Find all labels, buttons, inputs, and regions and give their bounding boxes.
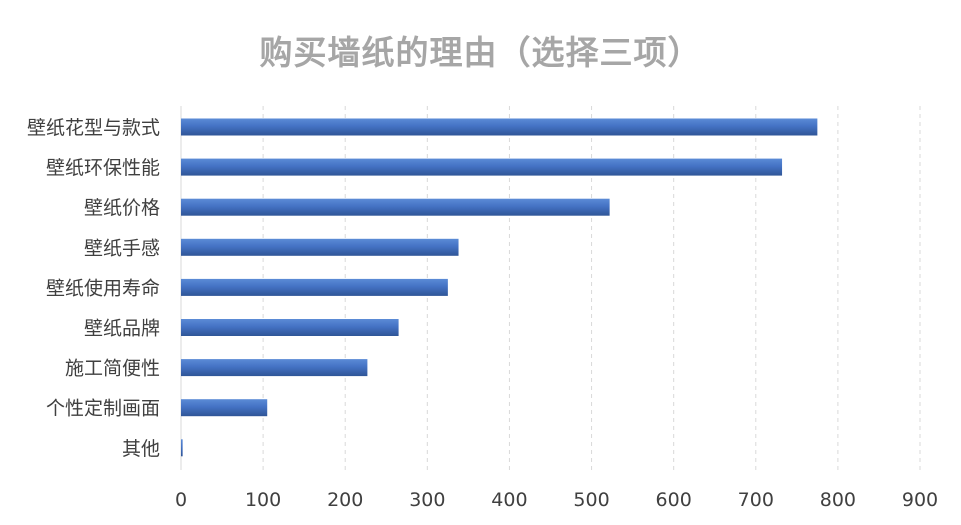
bars [181,118,818,457]
category-label: 壁纸使用寿命 [46,277,160,299]
category-label: 个性定制画面 [46,398,160,420]
x-tick-label: 600 [656,489,692,511]
bar [181,439,183,457]
x-tick-label: 300 [409,489,445,511]
bar [181,278,448,296]
bar [181,399,268,417]
bar [181,198,610,216]
category-label: 其他 [122,438,160,460]
category-label: 壁纸手感 [84,237,160,259]
x-tick-label: 400 [491,489,527,511]
bar [181,319,399,336]
bar [181,359,368,377]
category-label: 壁纸价格 [84,197,160,219]
x-tick-label: 900 [902,489,938,511]
category-labels: 壁纸花型与款式壁纸环保性能壁纸价格壁纸手感壁纸使用寿命壁纸品牌施工简便性个性定制… [27,117,160,460]
x-tick-labels: 0 100 200 300 400 500 600 700 800 900 [175,489,938,511]
x-tick-label: 500 [573,489,609,511]
chart-title: 购买墙纸的理由（选择三项） [259,33,702,72]
category-label: 壁纸品牌 [84,318,160,340]
category-label: 壁纸环保性能 [46,157,160,179]
x-tick-label: 800 [820,489,856,511]
bar [181,118,818,136]
x-tick-label: 200 [327,489,363,511]
bar [181,158,783,176]
x-tick-label: 100 [245,489,281,511]
bar [181,238,459,256]
x-tick-label: 700 [738,489,774,511]
category-label: 壁纸花型与款式 [27,117,160,139]
category-label: 施工简便性 [65,358,160,380]
x-tick-label: 0 [175,489,187,511]
